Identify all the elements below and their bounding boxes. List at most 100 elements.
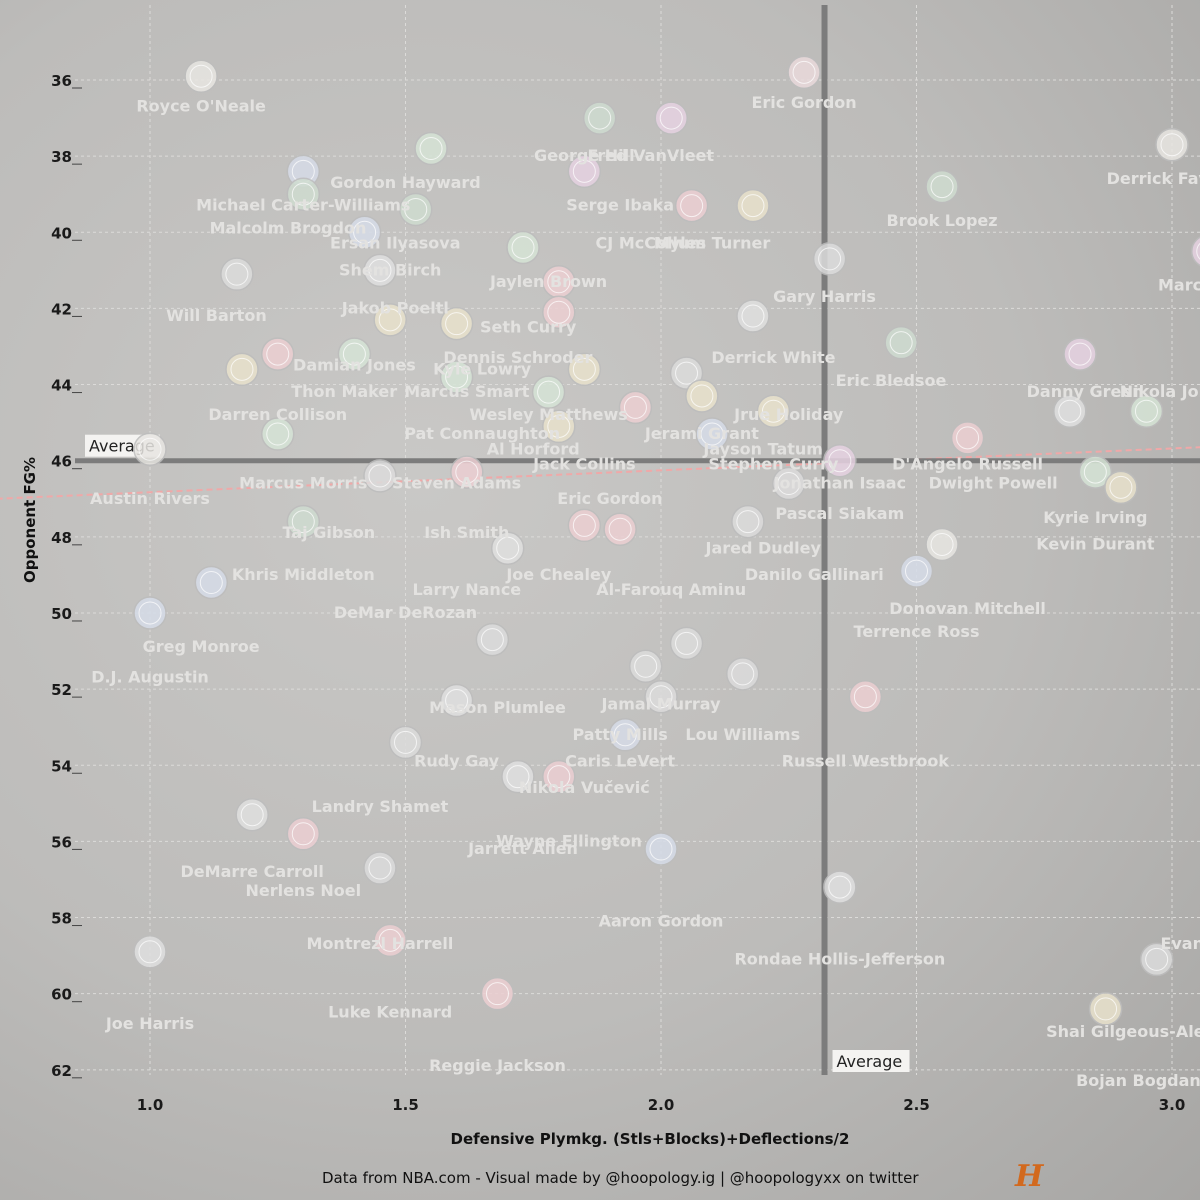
hoopology-logo-mark: H [1014, 1159, 1045, 1194]
point-ring-11 [291, 182, 315, 206]
hoopology-logo: H [1014, 1159, 1045, 1194]
y-tick-12: 60 [51, 986, 72, 1004]
x-tick-1: 1.5 [392, 1096, 419, 1114]
point-ring-88 [506, 765, 530, 789]
point-ring-54 [138, 437, 162, 461]
point-ring-81 [634, 654, 658, 678]
point-label-88: Nikola Vučević [519, 778, 650, 797]
point-label-83: Patty Mills [572, 725, 667, 744]
point-ring-20 [818, 247, 842, 271]
point-ring-101 [1094, 997, 1118, 1021]
average-label-x: Average [837, 1052, 903, 1071]
point-ring-18 [511, 236, 535, 260]
y-tick-4: 44 [51, 377, 72, 395]
point-label-29: Damian Jones [293, 356, 416, 375]
point-ring-61 [368, 464, 392, 488]
point-label-57: Pascal Siakam [775, 504, 904, 523]
point-label-101: Shai Gilgeous-Alexander [1046, 1022, 1200, 1041]
point-ring-17 [353, 220, 377, 244]
point-ring-25 [547, 270, 571, 294]
x-tick-4: 3.0 [1159, 1096, 1186, 1114]
point-label-21: Jakob Poeltl [341, 298, 449, 317]
point-ring-44 [690, 384, 714, 408]
point-ring-47 [1058, 399, 1082, 423]
average-label-x-bg [832, 1050, 910, 1072]
point-label-95: Montrezl Harrell [307, 934, 454, 953]
point-ring-68 [736, 510, 760, 534]
point-ring-83 [853, 685, 877, 709]
y-tick-9: 54 [51, 757, 72, 775]
point-label-39: Jrue Holiday [733, 405, 844, 424]
point-label-50: Steven Adams [392, 474, 521, 493]
point-label-0: Royce O'Neale [136, 97, 266, 116]
point-label-19: Marc Gasol [1158, 276, 1200, 295]
point-label-11: Malcolm Brogdon [210, 218, 367, 237]
point-ring-7 [572, 159, 596, 183]
point-label-18: Jaylen Brown [489, 272, 607, 291]
point-label-44: Al Horford [487, 439, 580, 458]
x-tick-0: 1.0 [137, 1096, 164, 1114]
point-ring-71 [496, 536, 520, 560]
point-label-96: Evan Fournier [1160, 934, 1200, 953]
point-label-86: Caris LeVert [565, 751, 675, 770]
point-ring-48 [1134, 399, 1158, 423]
point-label-14: Myles Turner [654, 234, 770, 253]
point-label-1: Eric Gordon [751, 93, 856, 112]
point-ring-62 [455, 460, 479, 484]
point-label-41: Pat Connaughton [404, 424, 560, 443]
point-label-45: Jayson Tatum [702, 439, 823, 458]
point-label-90: Wayne Ellington [496, 831, 642, 850]
point-ring-85 [649, 685, 673, 709]
x-tick-2: 2.0 [648, 1096, 675, 1114]
point-ring-98 [138, 940, 162, 964]
point-ring-12 [741, 194, 765, 218]
point-ring-29 [547, 300, 571, 324]
y-axis-title: Opponent FG% [21, 457, 39, 583]
point-ring-74 [199, 571, 223, 595]
point-label-7: Michael Carter-Williams [196, 196, 410, 215]
point-ring-35 [266, 342, 290, 366]
point-ring-84 [445, 689, 469, 713]
point-label-22: Will Barton [166, 306, 267, 325]
point-ring-9 [930, 175, 954, 199]
point-label-28: Derrick White [711, 348, 835, 367]
point-label-75: Terrence Ross [854, 622, 980, 641]
point-label-46: Jack Collins [532, 455, 636, 474]
point-label-97: Rondae Hollis-Jefferson [734, 949, 945, 968]
point-label-49: Marcus Morris [239, 474, 367, 493]
y-tick-13: 62 [51, 1062, 72, 1080]
footer-credit: Data from NBA.com - Visual made by @hoop… [322, 1169, 919, 1187]
point-ring-49 [547, 414, 571, 438]
point-label-91: Jarrett Allen [467, 839, 578, 858]
x-axis-title: Defensive Plymkg. (Stls+Blocks)+Deflecti… [451, 1130, 850, 1148]
point-label-47: Stephen Curry [708, 455, 839, 474]
point-ring-5 [419, 137, 443, 161]
y-tick-10: 56 [51, 833, 72, 851]
point-label-6: Derrick Favors [1107, 169, 1200, 188]
point-label-8: Serge Ibaka [566, 196, 674, 215]
point-label-84: Lou Williams [685, 725, 800, 744]
point-label-68: Joe Chealey [505, 565, 611, 584]
point-ring-87 [394, 730, 417, 754]
point-ring-73 [905, 559, 928, 583]
point-label-52: Dwight Powell [929, 474, 1058, 493]
point-ring-75 [138, 601, 162, 625]
y-tick-3: 42 [51, 300, 72, 318]
point-label-42: Jerami Grant [644, 424, 759, 443]
point-ring-52 [956, 426, 980, 450]
point-ring-56 [828, 449, 852, 473]
y-tick-5: 46 [51, 453, 72, 471]
point-label-51: Jonathan Isaac [773, 474, 906, 493]
point-label-69: Danilo Gallinari [745, 565, 884, 584]
point-ring-6 [1160, 133, 1184, 157]
point-label-48: D'Angelo Russell [892, 455, 1043, 474]
point-ring-51 [266, 422, 290, 446]
point-ring-32 [889, 331, 913, 355]
point-label-102: Reggie Jackson [429, 1056, 566, 1075]
y-tick-2: 40 [51, 224, 72, 242]
point-label-35: Danny Green [1027, 382, 1144, 401]
point-ring-13 [680, 194, 704, 218]
